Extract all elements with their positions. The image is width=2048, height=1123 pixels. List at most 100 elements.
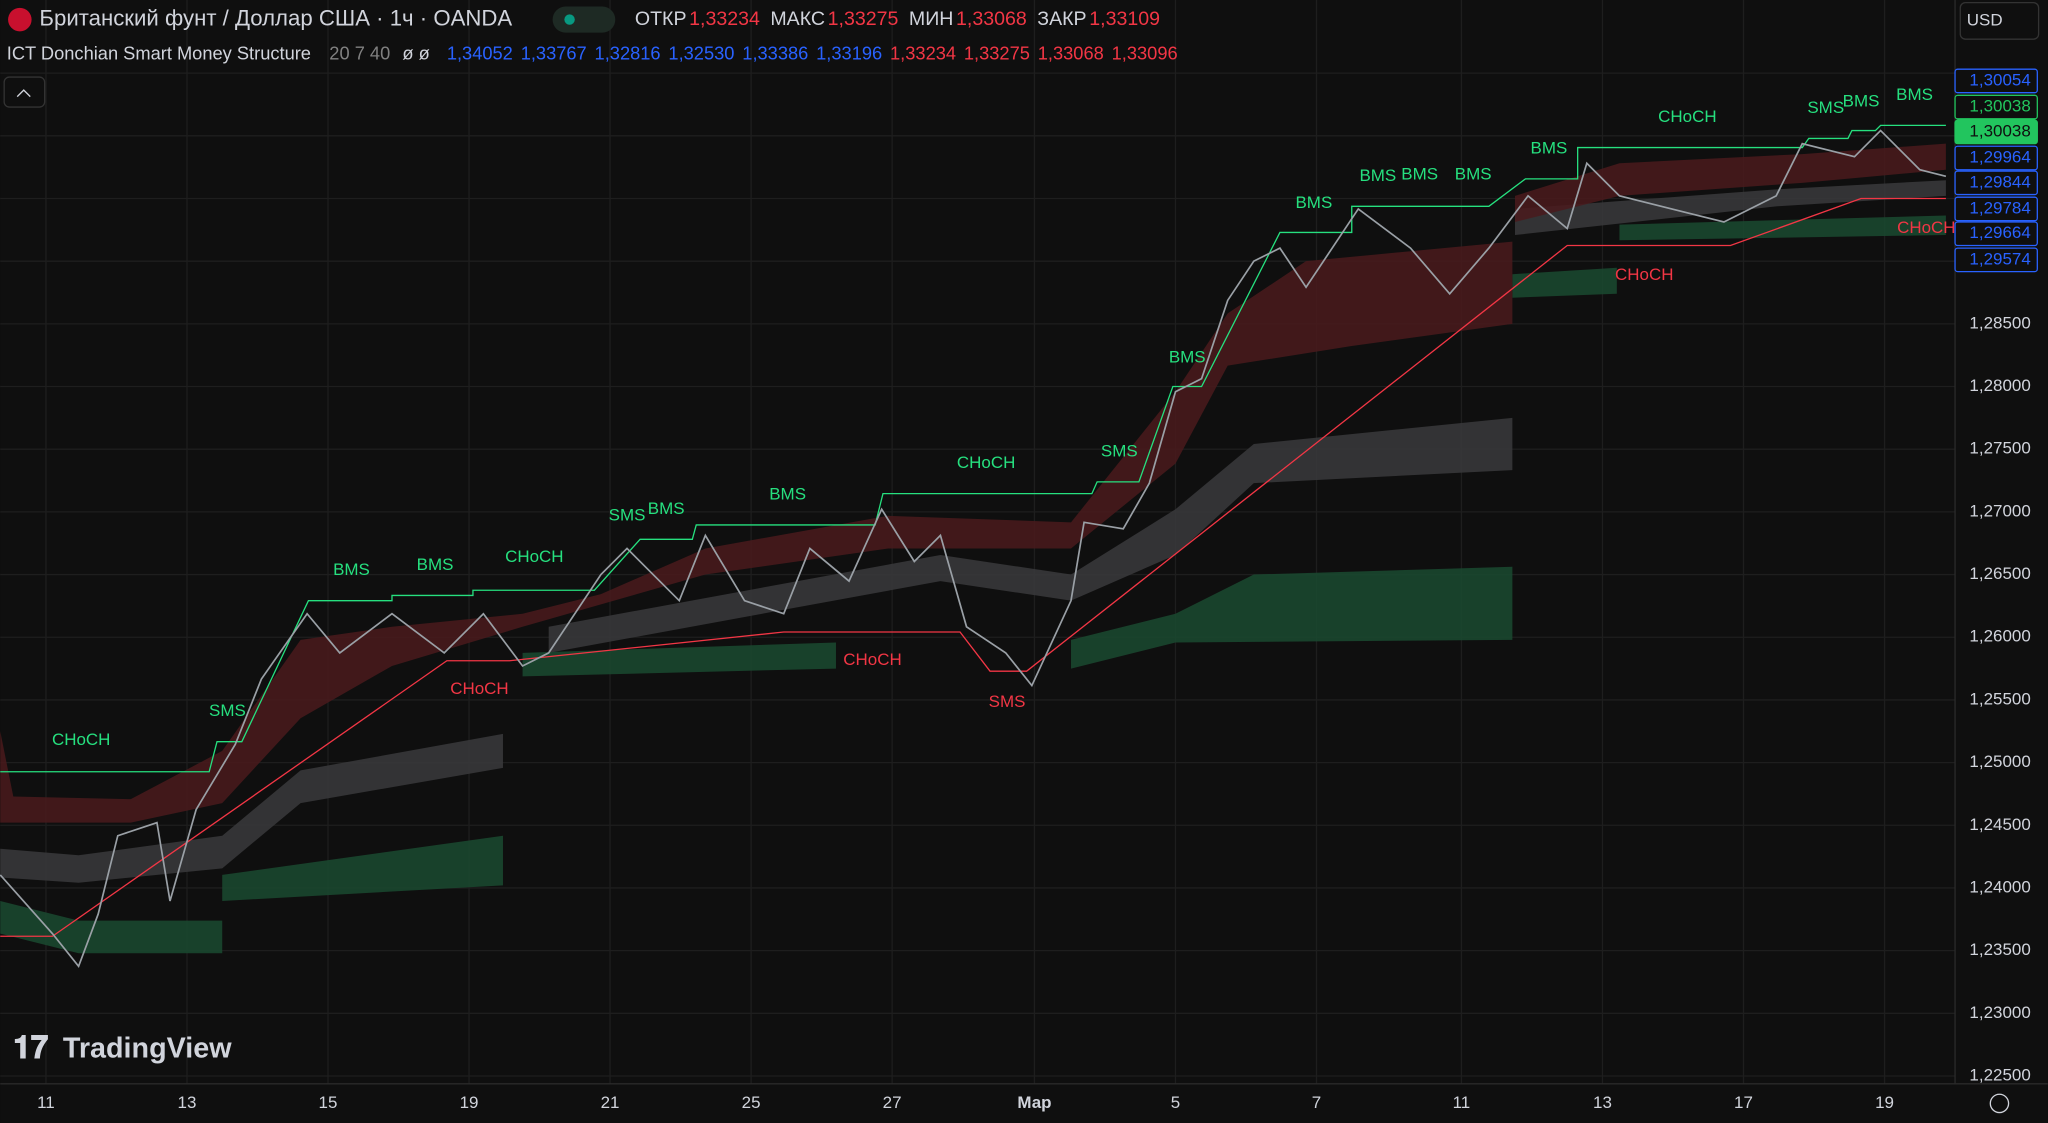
- bull-band: [0, 835, 503, 954]
- time-label: 21: [601, 1093, 620, 1112]
- price-tag-label: 1,29784: [1969, 198, 2030, 217]
- price-label: 1,28500: [1969, 313, 2030, 332]
- price-label: 1,23500: [1969, 940, 2030, 959]
- price-label: 1,25000: [1969, 752, 2030, 771]
- price-label: 1,26500: [1969, 564, 2030, 583]
- price-label: 1,27000: [1969, 501, 2030, 520]
- symbol-title: Британский фунт / Доллар США · 1ч · OAND…: [39, 5, 512, 30]
- time-label: 7: [1312, 1093, 1321, 1112]
- price-tag: [1954, 247, 2038, 273]
- indicator-value: 1,34052: [447, 43, 513, 64]
- time-label: 13: [178, 1093, 197, 1112]
- status-dot: [564, 14, 575, 25]
- bear-band: [1514, 143, 1946, 222]
- price-tag-label: 1,30054: [1969, 70, 2030, 89]
- neutral-band: [0, 733, 503, 883]
- structure-label: BMS: [333, 560, 370, 579]
- bull-band: [1512, 267, 1617, 298]
- price-tag: [1954, 145, 2038, 171]
- structure-label: SMS: [609, 505, 646, 524]
- price-tag: [1954, 221, 2038, 247]
- settings-icon[interactable]: [1989, 1093, 2010, 1114]
- structure-label: BMS: [769, 484, 806, 503]
- symbol-icon: [8, 7, 32, 32]
- price-tag-label: 1,29664: [1969, 223, 2030, 242]
- ohlc-value: 1,33068: [956, 8, 1027, 30]
- indicator-params: 20 7 40: [329, 43, 390, 64]
- time-label: 5: [1171, 1093, 1180, 1112]
- price-path: [0, 129, 1947, 968]
- indicator-value: 1,33196: [816, 43, 882, 64]
- time-label: 19: [460, 1093, 479, 1112]
- time-label: Мар: [1017, 1093, 1051, 1112]
- time-label: 15: [319, 1093, 338, 1112]
- indicator-value: 1,33767: [521, 43, 587, 64]
- structure-label: BMS: [1455, 164, 1492, 183]
- price-label: 1,24500: [1969, 815, 2030, 834]
- axes: 1,28500 1,28000 1,27500 1,27000 1,26500 1,260…: [37, 68, 2038, 1112]
- structure-label: BMS: [1401, 164, 1438, 183]
- time-label: 19: [1875, 1093, 1894, 1112]
- time-label: 11: [1453, 1093, 1471, 1112]
- structure-label: SMS: [1101, 441, 1138, 460]
- structure-label: CHoCH: [505, 547, 563, 566]
- structure-label: BMS: [1531, 138, 1568, 157]
- structure-label: BMS: [417, 555, 454, 574]
- price-tag-label: 1,29844: [1969, 172, 2030, 191]
- price-label: 1,25500: [1969, 689, 2030, 708]
- ohlc-label: ОТКР: [635, 8, 687, 30]
- grid: [0, 0, 1956, 1084]
- ohlc-value: 1,33109: [1089, 8, 1160, 30]
- collapse-icon[interactable]: [16, 89, 31, 98]
- structure-label: SMS: [989, 692, 1026, 711]
- currency-select[interactable]: [1959, 1, 2040, 40]
- structure-label: BMS: [1169, 347, 1206, 366]
- watermark: TradingView: [63, 1032, 232, 1064]
- bull-band: [1619, 215, 1946, 241]
- price-label: 1,28000: [1969, 376, 2030, 395]
- indicator-value: 1,33275: [964, 43, 1030, 64]
- indicator-flags: ø ø: [402, 43, 429, 64]
- time-label: 25: [742, 1093, 761, 1112]
- collapse-button[interactable]: [3, 76, 46, 108]
- neutral-band: [548, 417, 1513, 653]
- neutral-band: [1514, 180, 1946, 236]
- indicator-value: 1,33234: [890, 43, 956, 64]
- price-tag: [1954, 196, 2038, 222]
- time-label: 27: [883, 1093, 902, 1112]
- price-tag: [1954, 68, 2038, 94]
- indicator-values: 1,34052 1,33767 1,32816 1,32530 1,33386 1,331…: [447, 43, 1178, 64]
- price-tag-label: 1,29964: [1969, 147, 2030, 166]
- structure-label: BMS: [648, 499, 685, 518]
- structure-label: BMS: [1843, 91, 1880, 110]
- structure-label: CHoCH: [52, 730, 110, 749]
- price-tag: [1954, 170, 2038, 196]
- bull-band: [1071, 566, 1513, 669]
- structure-label: BMS: [1296, 193, 1333, 212]
- price-tag-label: 1,29574: [1969, 249, 2030, 268]
- time-label: 17: [1734, 1093, 1753, 1112]
- ohlc: ОТКР 1,33234 МАКС 1,33275 МИН 1,33068 ЗАКР 1,33…: [635, 8, 1160, 30]
- structure-label: BMS: [1896, 85, 1933, 104]
- time-label: 11: [37, 1093, 55, 1112]
- indicator-value: 1,32530: [668, 43, 734, 64]
- indicator-value: 1,33068: [1038, 43, 1104, 64]
- indicator-value: 1,33386: [742, 43, 808, 64]
- price-tag: [1954, 94, 2038, 120]
- time-label: 13: [1593, 1093, 1612, 1112]
- structure-label: BMS: [1359, 166, 1396, 185]
- price-label: 1,22500: [1969, 1065, 2030, 1084]
- structure-label: CHoCH: [1615, 265, 1673, 284]
- indicator-value: 1,32816: [595, 43, 661, 64]
- ohlc-value: 1,33275: [828, 8, 899, 30]
- price-tag-label: 1,30038: [1969, 121, 2030, 140]
- structure-label: CHoCH: [1658, 107, 1716, 126]
- currency-label[interactable]: USD: [1967, 10, 2003, 29]
- ohlc-label: МИН: [909, 8, 954, 30]
- bear-band: [0, 241, 1513, 823]
- structure-line: [0, 197, 1946, 937]
- structure-label: SMS: [1807, 98, 1844, 117]
- structure-label: CHoCH: [843, 650, 901, 669]
